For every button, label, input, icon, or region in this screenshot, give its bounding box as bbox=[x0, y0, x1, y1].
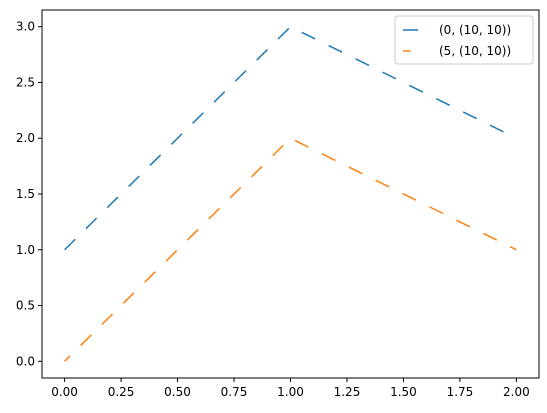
x-axis: 0.00 0.25 0.50 0.75 1.00 1.25 1.50 1.75 2.00 bbox=[51, 378, 530, 399]
y-tick-label: 0.0 bbox=[16, 354, 35, 368]
y-tick-label: 1.0 bbox=[16, 243, 35, 257]
series-line-0 bbox=[64, 25, 517, 251]
x-tick-label: 0.00 bbox=[51, 385, 78, 399]
x-tick-label: 1.50 bbox=[390, 385, 417, 399]
legend-label-1: (5, (10, 10)) bbox=[439, 44, 511, 58]
y-tick-label: 3.0 bbox=[16, 20, 35, 34]
series-line-1 bbox=[64, 137, 517, 362]
y-axis: 0.0 0.5 1.0 1.5 2.0 2.5 3.0 bbox=[16, 20, 42, 368]
plot-frame bbox=[41, 9, 540, 379]
x-tick-label: 0.50 bbox=[164, 385, 191, 399]
y-tick-label: 0.5 bbox=[16, 299, 35, 313]
x-tick-label: 1.75 bbox=[447, 385, 474, 399]
plot-background bbox=[42, 10, 539, 378]
x-tick-label: 0.25 bbox=[108, 385, 135, 399]
legend-label-0: (0, (10, 10)) bbox=[439, 23, 511, 37]
series-layer bbox=[64, 25, 517, 362]
legend-box bbox=[394, 15, 534, 65]
legend: (0, (10, 10)) (5, (10, 10)) bbox=[394, 15, 534, 65]
x-tick-label: 0.75 bbox=[221, 385, 248, 399]
x-tick-label: 2.00 bbox=[503, 385, 530, 399]
x-tick-label: 1.25 bbox=[334, 385, 361, 399]
y-tick-label: 2.0 bbox=[16, 131, 35, 145]
x-tick-label: 1.00 bbox=[277, 385, 304, 399]
y-tick-label: 2.5 bbox=[16, 75, 35, 89]
y-tick-label: 1.5 bbox=[16, 187, 35, 201]
